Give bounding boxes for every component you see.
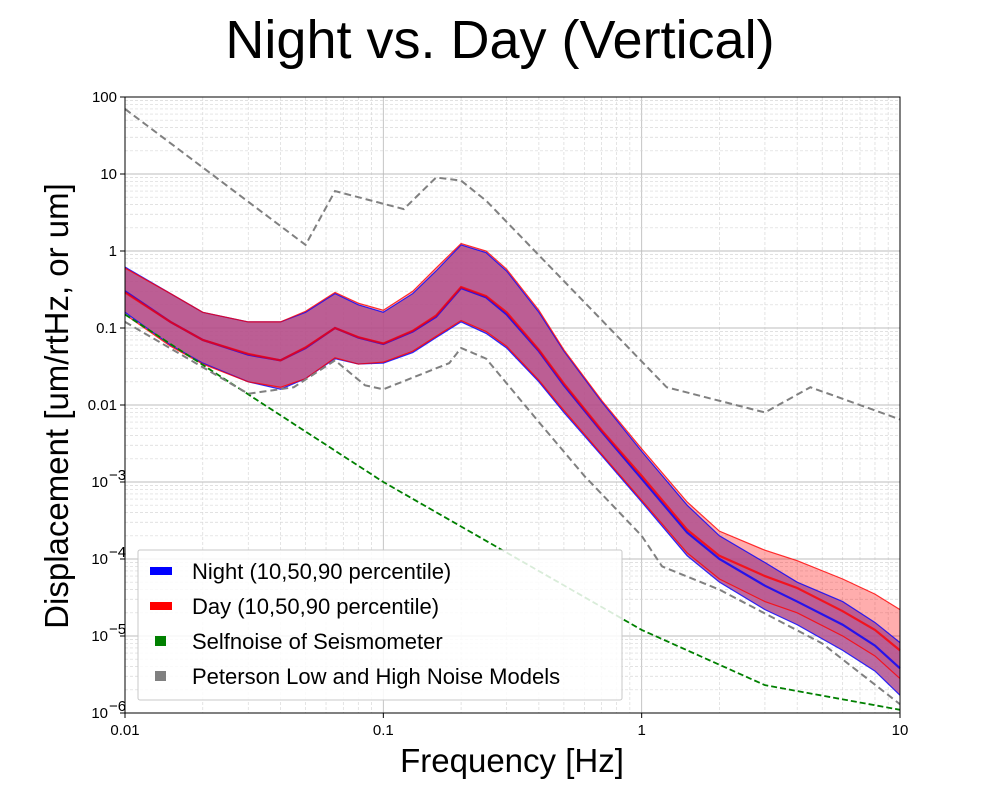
y-tick-exponent: −4 [109, 544, 126, 561]
y-tick-label: 100 [92, 89, 117, 106]
x-tick-label: 0.01 [110, 722, 139, 739]
y-tick-exponent: −5 [109, 621, 126, 638]
night-percentile-band [125, 244, 900, 696]
legend-swatch-day [150, 602, 172, 610]
y-tick-label: 10 [91, 551, 108, 568]
legend-label-peterson: Peterson Low and High Noise Models [192, 664, 560, 689]
y-tick-exponent: −3 [109, 467, 126, 484]
y-tick-label: 10 [100, 166, 117, 183]
day-p50-line [124, 285, 901, 652]
day-p90-line [124, 242, 901, 611]
peterson-high-line [124, 108, 901, 421]
legend-label-day: Day (10,50,90 percentile) [192, 594, 439, 619]
day-p10-line [124, 313, 901, 680]
y-tick-label: 0.01 [88, 397, 117, 414]
legend-box [137, 549, 623, 701]
x-tick-label: 0.1 [373, 722, 394, 739]
y-tick-label: 1 [109, 243, 117, 260]
legend-swatch-night [150, 567, 172, 575]
legend-swatch-selfnoise [155, 636, 166, 646]
y-tick-exponent: −6 [109, 698, 126, 715]
y-tick-label: 10 [91, 705, 108, 722]
night-p10-line [124, 311, 901, 696]
selfnoise-line [124, 313, 901, 711]
plot-area [124, 96, 901, 714]
y-tick-label: 10 [91, 474, 108, 491]
legend-label-selfnoise: Selfnoise of Seismometer [192, 629, 443, 654]
y-axis-label: Displacement [um/rtHz, or um] [38, 183, 75, 629]
x-axis-label: Frequency [Hz] [400, 742, 624, 779]
chart-title: Night vs. Day (Vertical) [225, 10, 774, 70]
legend: Night (10,50,90 percentile) Day (10,50,90… [137, 549, 623, 701]
y-tick-label: 10 [91, 628, 108, 645]
legend-swatch-peterson [155, 671, 166, 681]
legend-label-night: Night (10,50,90 percentile) [192, 559, 451, 584]
peterson-low-line [124, 321, 901, 706]
y-tick-label: 0.1 [96, 320, 117, 337]
x-tick-label: 10 [892, 722, 909, 739]
x-tick-label: 1 [637, 722, 645, 739]
